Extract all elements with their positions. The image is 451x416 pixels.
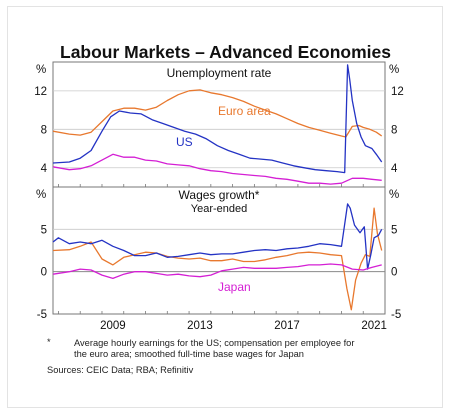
series-line-us [52, 203, 383, 270]
y-tick-right: 5 [391, 224, 397, 236]
unemployment-panel-title: Unemployment rate [167, 66, 272, 80]
y-tick-left: 8 [41, 124, 47, 136]
y-tick-right: 12 [391, 86, 404, 98]
y-tick-left: 4 [41, 163, 48, 175]
footnote-line-2: the euro area; smoothed full-time base w… [74, 349, 304, 359]
unemployment-series [52, 64, 383, 185]
wages-panel-title: Wages growth* [179, 188, 260, 202]
series-label-euro-area: Euro area [218, 104, 271, 118]
x-tick-label: 2021 [361, 320, 387, 332]
series-label-japan: Japan [218, 280, 251, 294]
chart-title: Labour Markets – Advanced Economies [60, 42, 391, 62]
x-axis-tick-labels: 2009 2013 2017 2021 [100, 320, 387, 332]
series-line-japan [52, 153, 382, 185]
unemployment-tick-labels: 4 4 8 8 12 12 [34, 86, 404, 175]
wages-series [52, 203, 383, 311]
series-label-us: US [176, 135, 193, 149]
series-line-us [52, 64, 383, 174]
footnote-line-1: Average hourly earnings for the US; comp… [74, 338, 354, 348]
series-line-euro-area [52, 89, 383, 138]
unemployment-unit-right: % [389, 64, 399, 76]
wages-unit-right: % [389, 189, 399, 201]
y-tick-left: 0 [41, 267, 47, 279]
wages-panel-subtitle: Year-ended [191, 203, 247, 215]
x-tick-label: 2013 [187, 320, 213, 332]
y-tick-left: 5 [41, 224, 47, 236]
y-tick-left: 12 [34, 86, 47, 98]
y-tick-right: -5 [391, 309, 401, 321]
unemployment-unit-left: % [36, 64, 46, 76]
y-tick-right: 0 [391, 267, 397, 279]
x-tick-label: 2009 [100, 320, 126, 332]
series-line-euro-area [52, 207, 383, 311]
y-tick-right: 4 [391, 163, 398, 175]
x-tick-label: 2017 [274, 320, 300, 332]
sources-line: Sources: CEIC Data; RBA; Refinitiv [47, 365, 194, 375]
y-tick-right: 8 [391, 124, 397, 136]
wages-tick-labels: -5 -5 0 0 5 5 [37, 224, 401, 321]
y-tick-left: -5 [37, 309, 47, 321]
panel-frame-unemployment [52, 61, 386, 188]
unemployment-gridlines [53, 90, 385, 187]
chart-frame [7, 6, 443, 408]
footnote-marker: * [47, 337, 51, 347]
wages-unit-left: % [36, 189, 46, 201]
series-line-japan [52, 263, 382, 280]
